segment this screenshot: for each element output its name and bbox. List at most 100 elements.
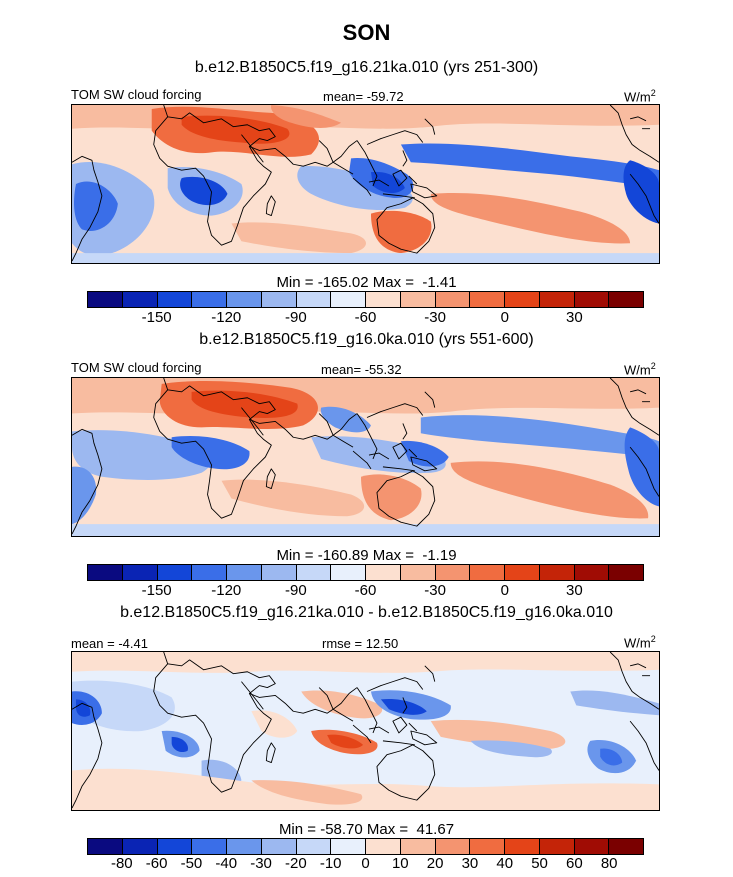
colorbar-swatch — [331, 565, 366, 580]
colorbar-tick-label: 30 — [566, 309, 583, 326]
colorbar-swatch — [400, 292, 436, 307]
colorbar-swatch — [122, 839, 158, 854]
colorbar-swatch — [296, 292, 332, 307]
colorbar-tick-label: -150 — [141, 309, 172, 326]
colorbar-swatch — [574, 565, 610, 580]
panel-3-colorbar — [87, 838, 644, 855]
colorbar-swatch — [261, 565, 297, 580]
colorbar-swatch — [296, 839, 332, 854]
colorbar-tick-label: 60 — [566, 855, 583, 872]
colorbar-swatch — [435, 565, 471, 580]
panel-3-title: b.e12.B1850C5.f19_g16.21ka.010 - b.e12.B… — [120, 604, 613, 621]
colorbar-swatch — [574, 839, 610, 854]
panel-3-units-label: W/m2 — [624, 634, 656, 651]
colorbar-swatch — [505, 565, 540, 580]
colorbar-swatch — [366, 839, 401, 854]
panel-2-colorbar — [87, 564, 644, 581]
colorbar-swatch — [331, 839, 366, 854]
colorbar-tick-label: -30 — [424, 309, 446, 326]
colorbar-tick-label: -80 — [110, 855, 133, 872]
colorbar-tick-label: -30 — [250, 855, 272, 872]
colorbar-swatch — [539, 292, 575, 307]
colorbar-tick-label: -60 — [354, 309, 377, 326]
panel-1-colorbar — [87, 291, 644, 308]
colorbar-swatch — [88, 292, 123, 307]
colorbar-tick-label: -50 — [180, 855, 203, 872]
panel-3-mean-label: mean = -4.41 — [71, 636, 148, 651]
colorbar-swatch — [470, 565, 505, 580]
colorbar-swatch — [88, 565, 123, 580]
colorbar-swatch — [88, 839, 123, 854]
colorbar-swatch — [192, 292, 227, 307]
panel-1-left-label: TOM SW cloud forcing — [71, 87, 202, 102]
panel-2-minmax: Min = -160.89 Max = -1.19 — [276, 547, 457, 564]
colorbar-swatch — [400, 839, 436, 854]
colorbar-swatch — [227, 565, 262, 580]
colorbar-swatch — [400, 565, 436, 580]
colorbar-swatch — [157, 565, 193, 580]
colorbar-swatch — [157, 292, 193, 307]
colorbar-tick-label: 30 — [461, 855, 479, 872]
colorbar-swatch — [539, 565, 575, 580]
panel-2-map — [71, 377, 660, 537]
colorbar-swatch — [609, 839, 643, 854]
panel-1-mean-label: mean= -59.72 — [323, 89, 404, 104]
colorbar-swatch — [505, 292, 540, 307]
colorbar-swatch — [122, 565, 158, 580]
colorbar-tick-label: 80 — [600, 855, 618, 872]
colorbar-swatch — [470, 292, 505, 307]
panel-3-colorbar-ticks: -80 -60 -50 -40 -30 -20 -10 0 10 20 30 40 50 60 80 — [87, 855, 644, 873]
panel-2-mean-label: mean= -55.32 — [321, 362, 402, 377]
colorbar-swatch — [296, 565, 332, 580]
colorbar-swatch — [574, 292, 610, 307]
colorbar-swatch — [609, 565, 643, 580]
colorbar-tick-label: -90 — [285, 582, 307, 599]
panel-1-colorbar-ticks: -150 -120 -90 -60 -30 0 30 — [87, 309, 644, 327]
colorbar-swatch — [227, 292, 262, 307]
colorbar-tick-label: 30 — [566, 582, 583, 599]
colorbar-swatch — [609, 292, 643, 307]
colorbar-swatch — [366, 292, 401, 307]
colorbar-tick-label: -20 — [285, 855, 307, 872]
colorbar-swatch — [227, 839, 262, 854]
colorbar-tick-label: 40 — [496, 855, 514, 872]
figure-title: SON — [342, 20, 391, 45]
colorbar-swatch — [192, 839, 227, 854]
colorbar-tick-label: -120 — [211, 309, 242, 326]
colorbar-swatch — [192, 565, 227, 580]
colorbar-swatch — [122, 292, 158, 307]
panel-2-left-label: TOM SW cloud forcing — [71, 360, 202, 375]
panel-2-colorbar-ticks: -150 -120 -90 -60 -30 0 30 — [87, 582, 644, 600]
colorbar-tick-label: 20 — [426, 855, 444, 872]
colorbar-swatch — [505, 839, 540, 854]
colorbar-swatch — [539, 839, 575, 854]
colorbar-tick-label: -150 — [141, 582, 172, 599]
panel-1-title: b.e12.B1850C5.f19_g16.21ka.010 (yrs 251-… — [194, 59, 539, 76]
colorbar-swatch — [157, 839, 193, 854]
panel-1-minmax: Min = -165.02 Max = -1.41 — [276, 274, 457, 291]
colorbar-tick-label: -30 — [424, 582, 446, 599]
colorbar-tick-label: 50 — [531, 855, 548, 872]
colorbar-tick-label: -90 — [285, 309, 307, 326]
colorbar-swatch — [261, 839, 297, 854]
colorbar-tick-label: 10 — [391, 855, 409, 872]
panel-1-units-label: W/m2 — [624, 88, 656, 105]
panel-2-title: b.e12.B1850C5.f19_g16.0ka.010 (yrs 551-6… — [199, 331, 534, 348]
colorbar-swatch — [435, 839, 471, 854]
colorbar-tick-label: 0 — [361, 855, 370, 872]
panel-3-map — [71, 651, 660, 811]
colorbar-swatch — [470, 839, 505, 854]
colorbar-swatch — [435, 292, 471, 307]
colorbar-tick-label: -60 — [145, 855, 168, 872]
colorbar-tick-label: 0 — [500, 309, 509, 326]
colorbar-tick-label: -120 — [211, 582, 242, 599]
colorbar-swatch — [261, 292, 297, 307]
colorbar-swatch — [331, 292, 366, 307]
panel-3-rmse-label: rmse = 12.50 — [322, 636, 399, 651]
panel-2-units-label: W/m2 — [624, 361, 656, 378]
colorbar-tick-label: -40 — [215, 855, 238, 872]
colorbar-tick-label: -60 — [354, 582, 377, 599]
colorbar-tick-label: -10 — [319, 855, 342, 872]
colorbar-swatch — [366, 565, 401, 580]
colorbar-tick-label: 0 — [500, 582, 509, 599]
